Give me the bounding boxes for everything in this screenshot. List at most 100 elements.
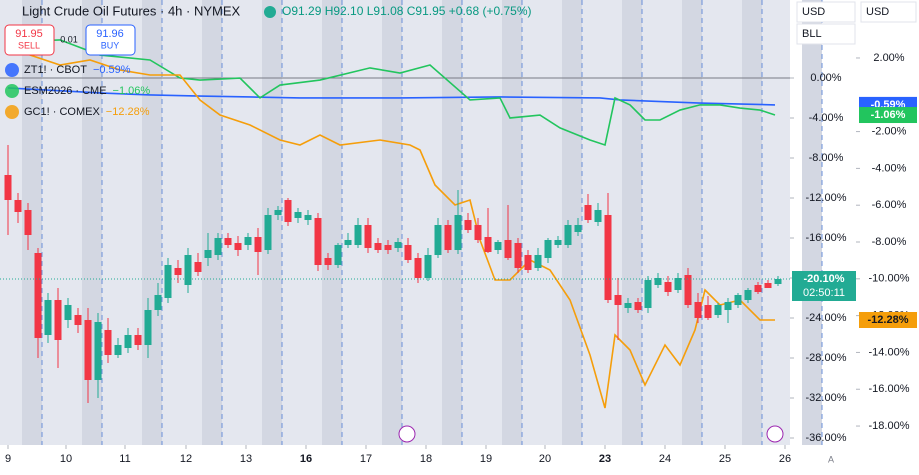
- y-tick-label: -8.00%: [809, 152, 844, 164]
- x-tick-label: 12: [180, 453, 192, 465]
- eye-icon[interactable]: [264, 6, 276, 18]
- ohlc-values: O91.29 H92.10 L91.08 C91.95 +0.68 (+0.75…: [282, 4, 532, 18]
- candle-body: [604, 215, 612, 300]
- session-band: [622, 0, 642, 445]
- candle-body: [314, 218, 322, 265]
- candle-body: [504, 240, 512, 258]
- x-tick-label: 9: [5, 453, 11, 465]
- auto-scale[interactable]: A: [828, 454, 834, 464]
- y2-tick-label: -16.00%: [869, 383, 910, 395]
- candle-body: [54, 300, 62, 340]
- candle-body: [14, 200, 22, 212]
- candle-body: [384, 245, 392, 250]
- candle-body: [164, 265, 172, 298]
- candle-body: [574, 225, 582, 232]
- x-tick-label: 13: [240, 453, 252, 465]
- candle-body: [124, 335, 132, 348]
- candle-body: [524, 255, 532, 270]
- session-band: [202, 0, 222, 445]
- session-band: [502, 0, 522, 445]
- symbol-title: Light Crude Oil Futures · 4h · NYMEX: [22, 3, 241, 18]
- countdown: 02:50:11: [803, 287, 845, 299]
- event-icon[interactable]: [398, 425, 416, 443]
- session-band: [442, 0, 462, 445]
- candle-body: [234, 243, 242, 250]
- candle-body: [624, 303, 632, 308]
- candle-body: [644, 280, 652, 308]
- y2-tick-label: -10.00%: [869, 273, 910, 285]
- y-tick-label: 0.00%: [810, 72, 841, 84]
- candle-body: [24, 210, 32, 235]
- candle-body: [434, 225, 442, 255]
- candle-body: [374, 243, 382, 250]
- candle-body: [324, 258, 332, 265]
- y-tick-label: -4.00%: [809, 112, 844, 124]
- candle-body: [724, 302, 732, 310]
- candle-body: [224, 238, 232, 245]
- sell-label: SELL: [18, 40, 40, 50]
- y-tick-label: -24.00%: [806, 312, 847, 324]
- candle-body: [594, 210, 602, 222]
- legend-name: ZT1! · CBOT: [24, 64, 87, 76]
- buy-button[interactable]: [85, 24, 136, 56]
- candle-body: [34, 253, 42, 338]
- candle-body: [514, 243, 522, 268]
- candle-body: [774, 279, 782, 284]
- candle-body: [674, 278, 682, 290]
- y2-tick-label: 2.00%: [873, 52, 904, 64]
- session-bands: [22, 0, 823, 445]
- legend-icon: [5, 84, 19, 98]
- y-tick-label: -12.00%: [806, 192, 847, 204]
- y-tick-label: -32.00%: [806, 392, 847, 404]
- candle-body: [144, 310, 152, 345]
- candle-body: [214, 238, 222, 255]
- session-band: [322, 0, 342, 445]
- candle-body: [444, 225, 452, 250]
- candle-body: [424, 255, 432, 278]
- candle-body: [394, 242, 402, 248]
- candle-body: [474, 225, 482, 240]
- candle-body: [554, 240, 562, 245]
- candle-body: [264, 215, 272, 250]
- last-price-label: -20.10%: [804, 273, 845, 285]
- event-icon[interactable]: [766, 425, 784, 443]
- x-tick-label: 20: [539, 453, 551, 465]
- buy-price: 91.96: [96, 28, 124, 40]
- currency-dropdown-right[interactable]: [860, 1, 917, 23]
- x-tick-label: 17: [360, 453, 372, 465]
- x-tick-label: 25: [719, 453, 731, 465]
- y2-tick-label: -8.00%: [872, 236, 907, 248]
- y2-tick-label: -2.00%: [872, 125, 907, 137]
- compare-line: [7, 44, 775, 409]
- session-band: [382, 0, 402, 445]
- last-price-tag: [792, 271, 856, 301]
- series-tag-label: -1.06%: [871, 109, 906, 121]
- x-tick-label: 24: [659, 453, 671, 465]
- candle-body: [154, 295, 162, 310]
- candle-body: [84, 320, 92, 380]
- sell-price: 91.95: [15, 28, 43, 40]
- currency-dropdown[interactable]: [796, 1, 856, 23]
- sell-button[interactable]: [4, 24, 55, 56]
- session-band: [802, 0, 822, 445]
- session-band: [682, 0, 702, 445]
- candle-body: [284, 200, 292, 222]
- x-tick-label: 19: [480, 453, 492, 465]
- candle-body: [204, 250, 212, 258]
- legend-name: ESM2026 · CME: [24, 85, 107, 97]
- unit-left: BLL: [802, 28, 822, 40]
- candle-body: [184, 255, 192, 285]
- candle-body: [494, 242, 502, 250]
- candle-body: [734, 295, 742, 305]
- session-band: [262, 0, 282, 445]
- candle-body: [344, 240, 352, 245]
- unit-dropdown[interactable]: [796, 23, 856, 45]
- y2-tick-label: -6.00%: [872, 199, 907, 211]
- candle-body: [94, 322, 102, 380]
- series-tag: [859, 312, 917, 328]
- candle-body: [244, 237, 252, 245]
- plot: [0, 39, 860, 449]
- candle-body: [404, 245, 412, 260]
- candle-body: [664, 282, 672, 292]
